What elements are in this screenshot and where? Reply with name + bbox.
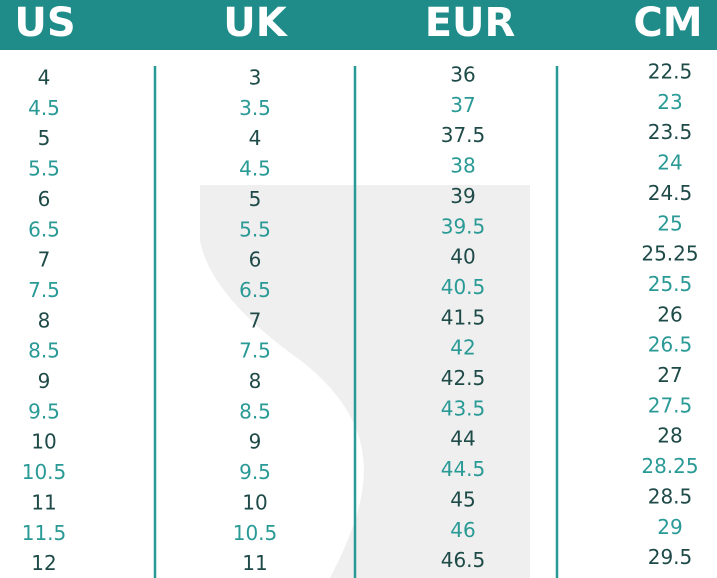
size-cell: 24 [657,151,682,175]
size-cell: 8 [249,369,262,393]
size-cell: 10.5 [233,521,278,545]
size-cell: 25 [657,211,682,235]
size-cell: 12 [31,551,56,575]
size-cell: 42.5 [441,366,486,390]
size-cell: 46 [450,518,475,542]
size-cell: 44 [450,427,475,451]
size-cell: 37.5 [441,123,486,147]
size-cell: 9.5 [239,460,271,484]
size-cell: 45 [450,487,475,511]
size-cell: 27.5 [648,393,693,417]
size-cell: 25.25 [641,242,698,266]
size-cell: 7 [38,248,51,272]
size-cell: 36 [450,63,475,87]
size-cell: 4.5 [28,96,60,120]
size-cell: 29.5 [648,545,693,569]
size-cell: 4.5 [239,157,271,181]
size-cell: 10 [242,490,267,514]
size-cell: 5.5 [239,217,271,241]
size-cell: 5.5 [28,157,60,181]
watermark [200,185,530,578]
size-cell: 10.5 [22,460,67,484]
size-cell: 11 [242,551,267,575]
size-cell: 46.5 [441,548,486,572]
size-cell: 5 [249,187,262,211]
size-cell: 39.5 [441,214,486,238]
size-cell: 4 [38,66,51,90]
size-cell: 3.5 [239,96,271,120]
size-cell: 28.25 [641,454,698,478]
size-cell: 29 [657,515,682,539]
size-cell: 44.5 [441,457,486,481]
size-cell: 11.5 [22,521,67,545]
size-cell: 23.5 [648,120,693,144]
size-cell: 8.5 [28,339,60,363]
size-cell: 26.5 [648,333,693,357]
size-cell: 5 [38,126,51,150]
size-cell: 27 [657,363,682,387]
size-cell: 22.5 [648,60,693,84]
size-cell: 7.5 [28,278,60,302]
size-cell: 42 [450,336,475,360]
size-cell: 26 [657,302,682,326]
size-cell: 7 [249,308,262,332]
size-cell: 6.5 [239,278,271,302]
size-cell: 9 [249,430,262,454]
size-cell: 8.5 [239,399,271,423]
size-cell: 6 [38,187,51,211]
size-cell: 43.5 [441,396,486,420]
header-bar [0,0,717,50]
size-cell: 37 [450,93,475,117]
size-cell: 28.5 [648,484,693,508]
size-cell: 11 [31,490,56,514]
size-cell: 38 [450,154,475,178]
size-cell: 24.5 [648,181,693,205]
size-cell: 3 [249,66,262,90]
size-cell: 10 [31,430,56,454]
size-cell: 40 [450,245,475,269]
column-header: US [14,0,75,46]
size-cell: 28 [657,424,682,448]
size-cell: 8 [38,308,51,332]
size-cell: 4 [249,126,262,150]
size-cell: 41.5 [441,305,486,329]
size-cell: 25.5 [648,272,693,296]
column-header: UK [223,0,288,46]
size-cell: 40.5 [441,275,486,299]
size-cell: 9 [38,369,51,393]
size-cell: 6.5 [28,217,60,241]
size-cell: 39 [450,184,475,208]
column-header: EUR [425,0,516,46]
column-header: CM [633,0,702,46]
size-cell: 9.5 [28,399,60,423]
size-cell: 7.5 [239,339,271,363]
size-cell: 23 [657,90,682,114]
size-cell: 6 [249,248,262,272]
